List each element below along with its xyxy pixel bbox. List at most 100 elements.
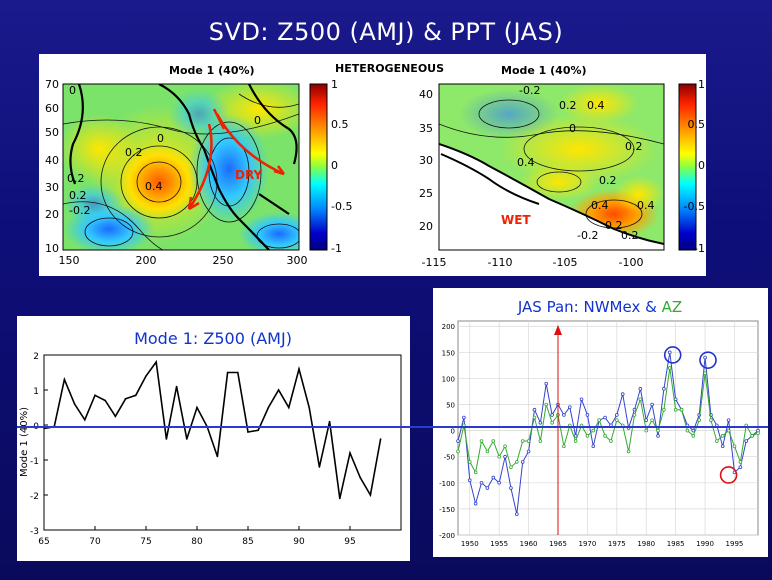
right-colorbar	[678, 83, 697, 251]
point-az	[591, 428, 596, 433]
point-az	[667, 366, 672, 370]
y-tick-label: 0	[451, 428, 455, 436]
y-tick-label: 100	[442, 375, 455, 383]
right-xtick: -105	[553, 256, 578, 269]
x-tick-label: 80	[191, 537, 203, 547]
point-az	[662, 407, 666, 412]
right-xticks: -115 -110 -105 -100	[422, 256, 644, 269]
left-xtick: 250	[213, 254, 234, 267]
left-ytick: 60	[45, 102, 59, 115]
z500-point	[114, 415, 117, 418]
x-tick-label: 1965	[549, 540, 567, 548]
title-part-amp: &	[640, 298, 661, 316]
colorbar-tick: 0.5	[688, 118, 706, 131]
x-tick-label: 1955	[490, 540, 508, 548]
point-az	[526, 439, 531, 443]
colorbar-tick: 1	[331, 78, 338, 91]
left-ytick: 30	[45, 181, 59, 194]
point-nwmex	[473, 501, 478, 506]
x-tick-label: 1985	[667, 540, 685, 548]
right-contour-label: 0.2	[605, 219, 623, 232]
y-tick-label: -150	[439, 506, 455, 514]
point-nwmex	[632, 407, 637, 412]
point-nwmex	[579, 397, 584, 402]
point-az	[562, 444, 566, 449]
point-az	[456, 449, 460, 454]
left-xtick: 300	[287, 254, 308, 267]
right-xtick: -100	[619, 256, 644, 269]
point-nwmex	[515, 512, 519, 516]
right-map-frame	[438, 83, 665, 251]
z500-point	[175, 385, 178, 388]
z500-point	[339, 497, 341, 500]
point-nwmex	[720, 444, 725, 449]
left-contour-labels: 0 0.2 0.4 0.2 0 -0.2 0.2 0	[67, 84, 261, 217]
left-contour-label: 0	[69, 84, 76, 97]
right-contour-label: 0.2	[621, 229, 639, 242]
point-az	[609, 439, 613, 443]
z500-point	[359, 476, 362, 479]
point-nwmex	[620, 392, 625, 396]
z500-point	[165, 438, 168, 440]
point-az	[709, 418, 713, 422]
left-contour-label: 0.2	[69, 189, 87, 202]
left-contour-label: 0	[254, 114, 261, 127]
maps-center-title: HETEROGENEOUS	[335, 62, 444, 75]
y-tick-label: 150	[442, 349, 455, 357]
left-colorbar-ticks: 1 0.5 0 -0.5 -1	[331, 78, 352, 255]
right-contour-label: 0.2	[599, 174, 617, 187]
colorbar-tick: 0	[331, 159, 338, 172]
z500-point	[379, 438, 382, 440]
page-title: SVD: Z500 (AMJ) & PPT (JAS)	[208, 18, 564, 46]
left-heatmap	[63, 84, 299, 250]
point-az	[491, 439, 496, 443]
point-nwmex	[656, 434, 660, 438]
point-az	[720, 434, 725, 438]
right-colorbar-ticks: 1 0.5 0 -0.5 -1	[684, 78, 705, 255]
title-part-az: AZ	[662, 298, 683, 316]
point-az	[650, 418, 654, 422]
point-nwmex	[662, 387, 666, 391]
left-ytick: 10	[45, 242, 59, 255]
point-nwmex	[615, 413, 619, 417]
point-az	[685, 428, 690, 433]
highlight-circle	[663, 346, 682, 364]
point-az	[738, 460, 743, 464]
point-az	[644, 428, 649, 433]
z500-point	[267, 406, 270, 409]
point-az	[550, 420, 554, 425]
z500-point	[73, 403, 76, 405]
point-az	[632, 413, 637, 417]
x-tick-label: 85	[242, 537, 253, 547]
left-xticks: 150 200 250 300	[59, 254, 308, 267]
point-az	[467, 460, 472, 464]
right-ytick: 20	[419, 220, 433, 233]
point-az	[726, 428, 731, 433]
z500-point	[186, 438, 188, 440]
right-map-title: Mode 1 (40%)	[501, 64, 587, 77]
colorbar-tick: -0.5	[684, 200, 705, 213]
left-map-title: Mode 1 (40%)	[169, 64, 255, 77]
z500-point	[104, 399, 106, 402]
z500-point	[237, 371, 239, 374]
zero-connector-line	[17, 426, 768, 428]
x-tick-label: 75	[140, 537, 151, 547]
right-contour-label: -0.2	[519, 84, 540, 97]
point-nwmex	[485, 486, 490, 490]
point-az	[473, 470, 478, 475]
dry-label: DRY	[235, 168, 263, 182]
point-az	[597, 418, 601, 422]
point-nwmex	[591, 444, 596, 449]
z500-series-line	[43, 359, 382, 499]
x-tick-label: 70	[89, 537, 101, 547]
x-tick-label: 65	[38, 537, 49, 547]
z500-ylabel: Mode 1 (40%)	[19, 407, 30, 477]
right-contour-label: 0.4	[637, 199, 655, 212]
right-contour-label: 0.4	[591, 199, 609, 212]
point-nwmex	[585, 413, 590, 417]
point-az	[520, 439, 525, 443]
point-nwmex	[532, 407, 537, 412]
z500-point	[43, 427, 45, 430]
precip-chart-svg: JAS Pan: NWMex & AZ 200 150 100 50 0 -50 -100 -…	[439, 298, 760, 548]
x-tick-label: 1975	[608, 540, 626, 548]
